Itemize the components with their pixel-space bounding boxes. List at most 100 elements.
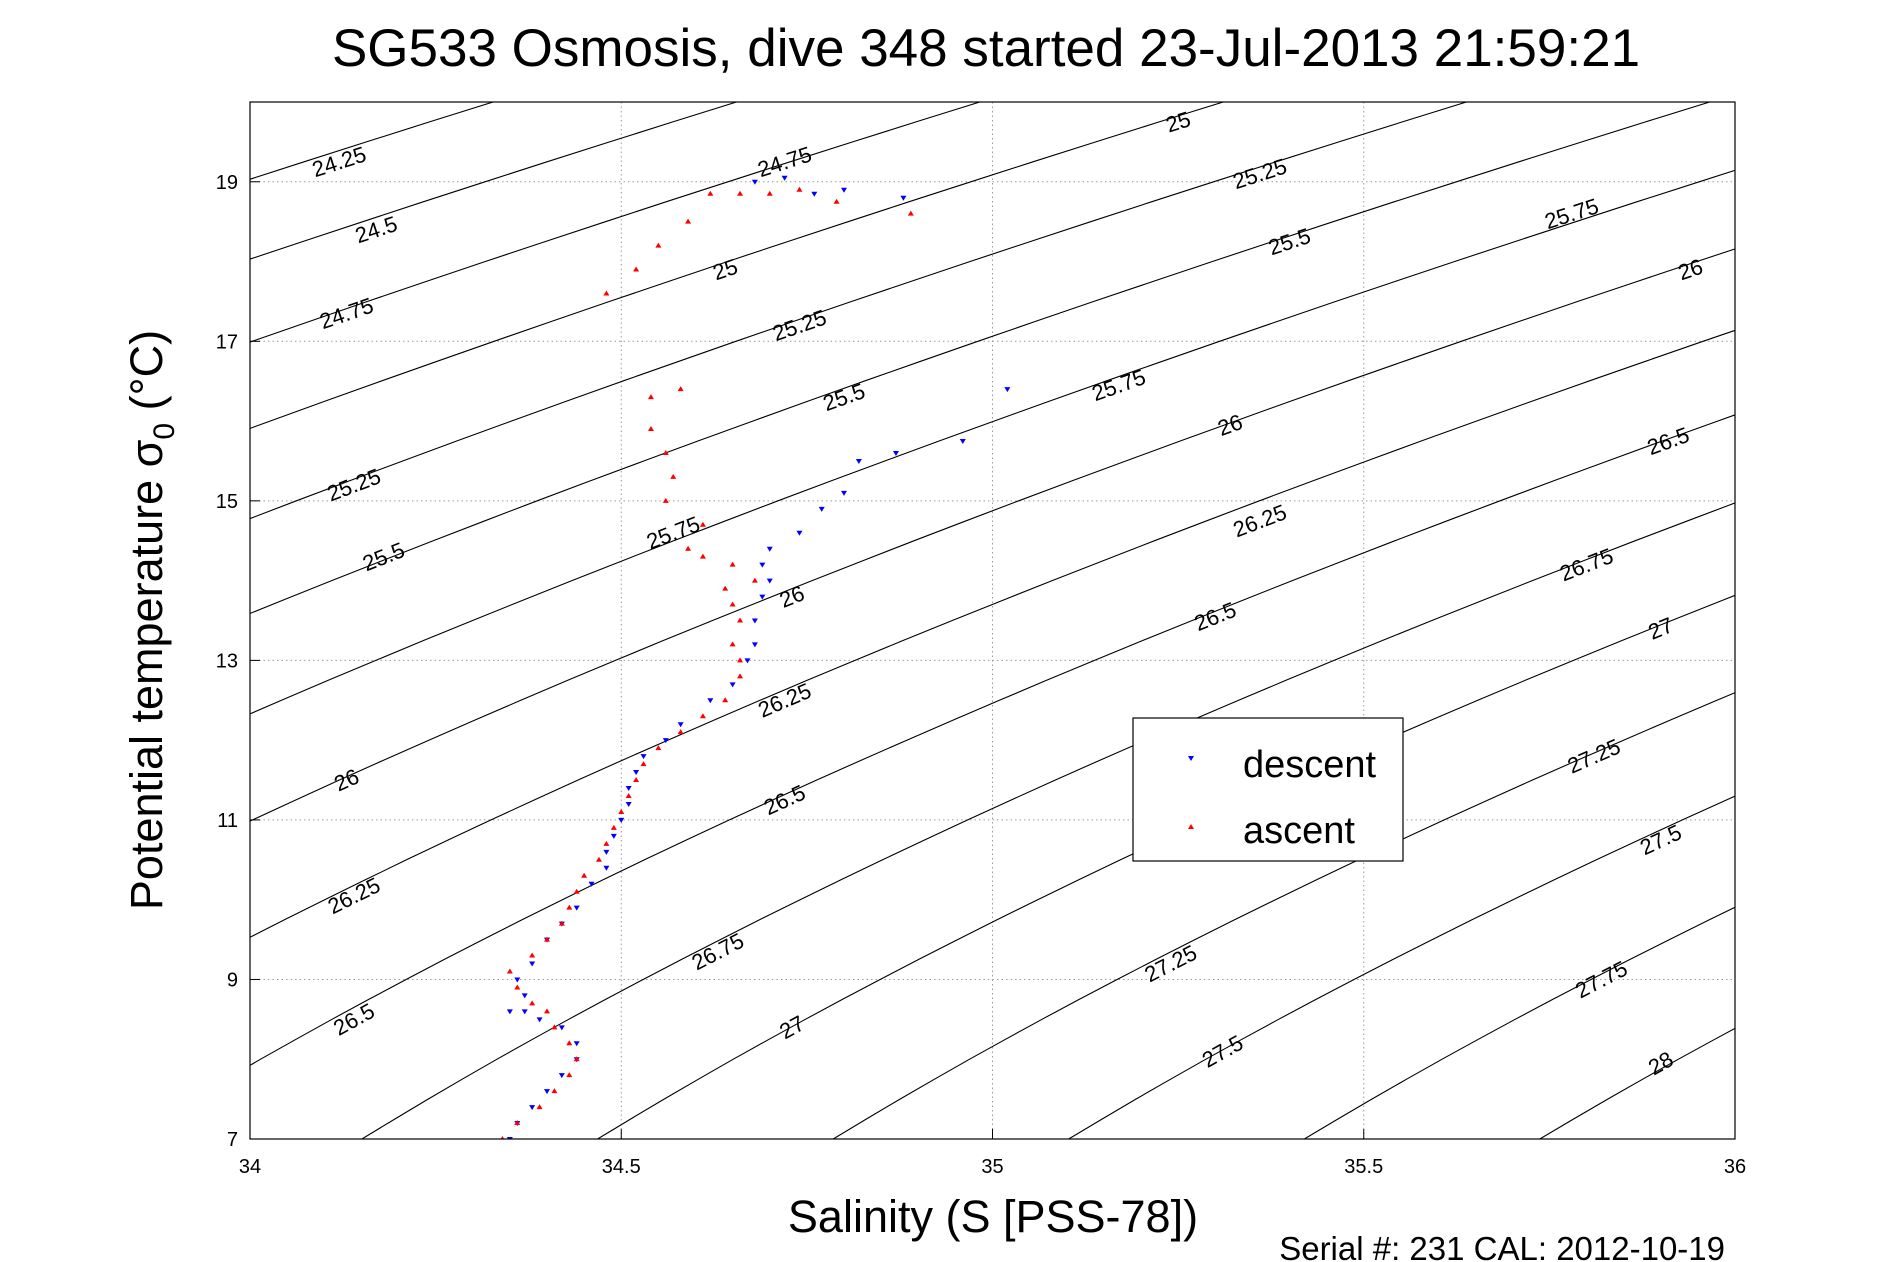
legend-marker-ascent	[1188, 824, 1194, 829]
data-point-descent	[707, 698, 714, 704]
data-point-descent	[603, 865, 610, 871]
data-point-ascent	[833, 198, 840, 204]
data-point-ascent	[722, 697, 729, 703]
y-axis-label-unit: (°C)	[121, 330, 172, 423]
data-point-ascent	[655, 745, 662, 751]
data-point-descent	[662, 738, 669, 744]
legend-label-ascent: ascent	[1243, 810, 1355, 852]
y-tick-label: 7	[227, 1129, 238, 1151]
data-point-descent	[506, 1009, 513, 1015]
data-point-descent	[766, 578, 773, 584]
chart-title: SG533 Osmosis, dive 348 started 23-Jul-2…	[332, 19, 1640, 78]
data-point-descent	[521, 1009, 528, 1015]
data-point-ascent	[610, 824, 617, 830]
data-point-descent	[536, 1017, 543, 1023]
data-point-descent	[818, 506, 825, 512]
data-point-ascent	[573, 1056, 580, 1062]
data-point-ascent	[677, 386, 684, 392]
data-point-ascent	[640, 761, 647, 767]
legend-marker-descent	[1188, 756, 1194, 761]
x-tick-label: 36	[1724, 1156, 1746, 1178]
data-points	[500, 175, 1011, 1139]
data-point-ascent	[699, 553, 706, 559]
legend: descent ascent	[1132, 717, 1404, 862]
y-tick-label: 15	[216, 491, 238, 513]
x-axis-label: Salinity (S [PSS-78])	[788, 1191, 1198, 1242]
data-point-ascent	[566, 1072, 573, 1078]
data-point-ascent	[595, 856, 602, 862]
data-point-ascent	[529, 952, 536, 958]
data-point-ascent	[737, 617, 744, 623]
data-point-descent	[558, 1025, 565, 1031]
data-point-ascent	[551, 1024, 558, 1030]
data-point-ascent	[737, 657, 744, 663]
data-point-ascent	[751, 577, 758, 583]
data-point-ascent	[573, 888, 580, 894]
y-tick-label: 17	[216, 331, 238, 353]
data-point-descent	[558, 1073, 565, 1079]
data-point-descent	[529, 961, 536, 967]
data-point-ascent	[907, 210, 914, 216]
serial-calibration-note: Serial #: 231 CAL: 2012-10-19	[1279, 1230, 1725, 1262]
legend-box	[1132, 717, 1404, 862]
data-point-descent	[521, 993, 528, 999]
data-point-descent	[766, 546, 773, 552]
data-point-ascent	[529, 1000, 536, 1006]
data-point-ascent	[566, 1040, 573, 1046]
data-point-descent	[729, 682, 736, 688]
data-point-ascent	[722, 585, 729, 591]
data-point-ascent	[506, 968, 513, 974]
density-contour-line	[250, 102, 739, 260]
data-point-ascent	[633, 266, 640, 272]
data-point-descent	[892, 450, 899, 456]
data-point-descent	[529, 1105, 536, 1111]
data-point-ascent	[544, 936, 550, 942]
data-point-descent	[796, 530, 803, 536]
data-point-ascent	[685, 218, 692, 224]
y-tick-label: 11	[217, 810, 238, 832]
data-point-descent	[959, 439, 966, 445]
data-point-ascent	[500, 1136, 505, 1139]
data-point-descent	[544, 1089, 550, 1095]
data-point-ascent	[685, 545, 692, 551]
density-contour-line	[1538, 1027, 1735, 1139]
density-contour-line	[250, 102, 1226, 429]
data-point-ascent	[655, 242, 662, 248]
data-point-descent	[841, 187, 847, 193]
data-point-descent	[841, 490, 847, 496]
x-tick-label: 34	[239, 1156, 261, 1178]
data-point-descent	[640, 754, 647, 760]
density-contour-line	[1067, 795, 1735, 1139]
data-point-ascent	[536, 1104, 543, 1110]
data-point-ascent	[699, 713, 706, 719]
data-point-ascent	[737, 190, 744, 196]
data-point-ascent	[662, 497, 669, 503]
y-axis-label: Potential temperature σ0 (°C)	[121, 330, 181, 910]
data-point-descent	[610, 833, 617, 839]
data-point-descent	[603, 849, 610, 855]
data-point-ascent	[514, 984, 521, 990]
density-contour-line	[250, 102, 495, 180]
data-point-ascent	[662, 449, 669, 455]
data-point-descent	[811, 191, 818, 197]
y-axis-label-main: Potential temperature σ	[121, 439, 172, 910]
data-point-descent	[751, 618, 758, 624]
y-tick-label: 19	[216, 172, 238, 194]
data-point-ascent	[729, 641, 736, 647]
y-axis-label-subscript: 0	[148, 423, 181, 440]
data-point-ascent	[514, 1120, 521, 1126]
data-point-descent	[633, 770, 640, 776]
data-point-descent	[625, 786, 632, 792]
axis-ticks: 34 34.5 35 35.5 36 7 9 11 13 15 17 19	[216, 172, 1746, 1178]
density-contour-line	[1303, 906, 1735, 1139]
data-point-descent	[900, 195, 907, 201]
data-point-ascent	[625, 792, 632, 798]
data-point-ascent	[737, 673, 744, 679]
